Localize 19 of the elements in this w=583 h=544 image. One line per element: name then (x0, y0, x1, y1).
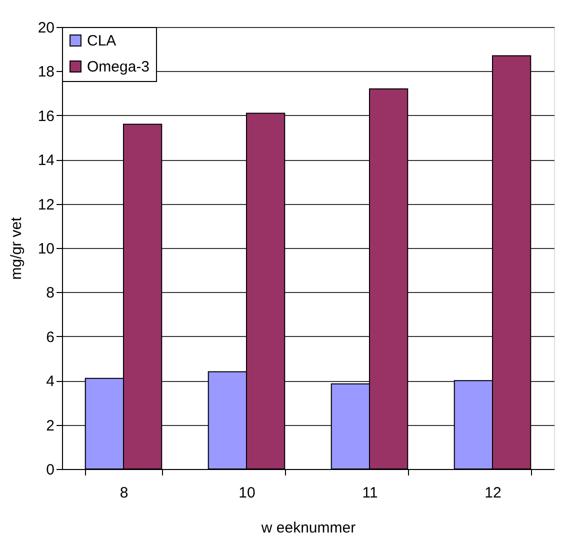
legend-label: Omega-3 (87, 58, 150, 76)
x-axis-title: w eeknummer (260, 520, 356, 536)
x-tick-label: 10 (238, 484, 256, 502)
y-tick-label: 18 (38, 64, 54, 81)
y-tick-label: 4 (46, 373, 54, 390)
y-tick-label: 12 (38, 196, 54, 214)
x-tick-label: 12 (484, 484, 502, 502)
legend-label: CLA (87, 32, 116, 50)
y-tick-label: 0 (46, 462, 54, 478)
x-tick-label: 11 (362, 484, 378, 502)
y-tick-label: 10 (38, 240, 54, 258)
y-tick-label: 20 (38, 20, 54, 36)
y-tick-label: 6 (46, 328, 54, 346)
y-tick-label: 8 (46, 284, 54, 302)
y-tick-label: 14 (38, 152, 54, 170)
y-tick-label: 16 (38, 108, 54, 125)
y-axis-title: mg/gr vet (8, 216, 25, 280)
y-tick-label: 2 (46, 417, 54, 434)
x-tick-label: 8 (120, 484, 128, 502)
